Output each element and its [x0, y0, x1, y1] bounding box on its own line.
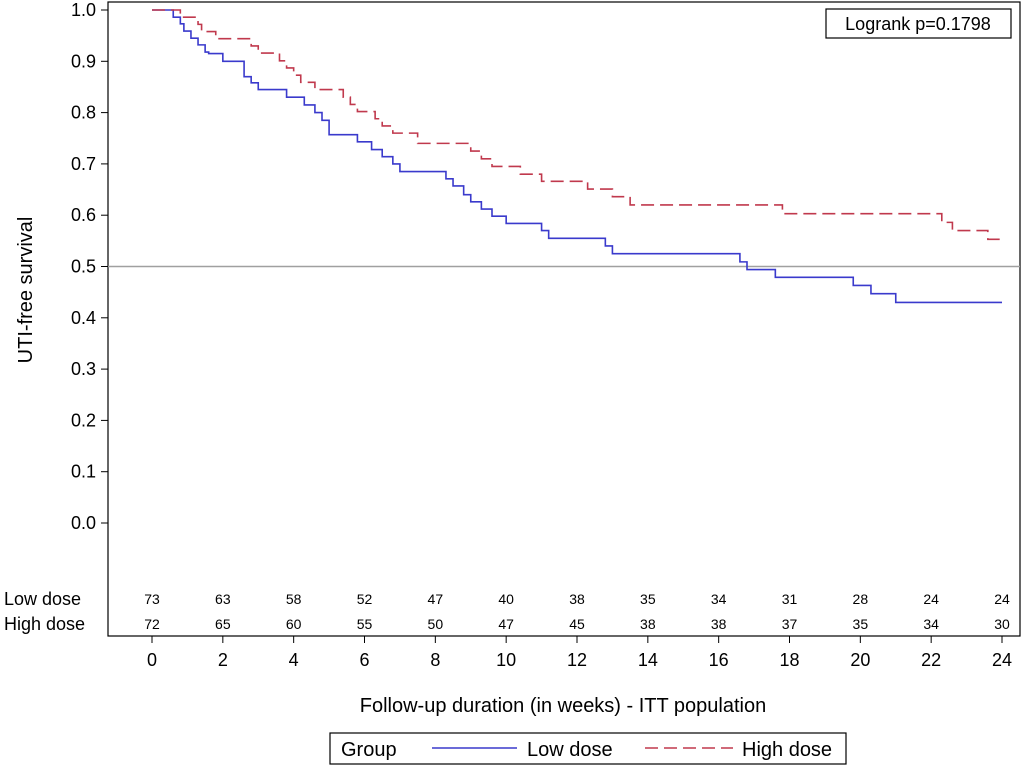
y-tick-label: 0.1 [71, 462, 96, 482]
legend-title: Group [341, 739, 397, 761]
x-tick-label: 6 [359, 650, 369, 670]
legend-label-high-dose: High dose [742, 739, 832, 761]
risk-cell: 47 [498, 616, 514, 632]
y-tick-label: 1.0 [71, 0, 96, 20]
y-tick-label: 0.4 [71, 308, 96, 328]
x-axis-ticks: 0 2 4 6 8 10 12 14 16 18 20 22 24 [147, 636, 1012, 670]
risk-row-label: High dose [4, 614, 85, 634]
y-tick-label: 0.0 [71, 513, 96, 533]
x-tick-label: 24 [992, 650, 1012, 670]
legend: Group Low dose High dose [329, 732, 847, 765]
risk-cell: 24 [994, 591, 1010, 607]
y-tick-label: 0.9 [71, 51, 96, 71]
risk-cell: 38 [711, 616, 727, 632]
risk-cell: 30 [994, 616, 1010, 632]
y-axis-title: UTI-free survival [15, 217, 37, 364]
risk-cell: 72 [144, 616, 160, 632]
risk-cell: 35 [640, 591, 656, 607]
risk-table: Low dose 73 63 58 52 47 40 38 35 34 31 28 24 24 High d… [4, 589, 1010, 634]
survival-curve-high-dose [152, 9, 1002, 241]
x-tick-label: 12 [567, 650, 587, 670]
risk-cell: 55 [357, 616, 373, 632]
risk-cell: 73 [144, 591, 160, 607]
survival-curve-low-dose [152, 9, 1002, 304]
y-tick-label: 0.5 [71, 257, 96, 277]
y-tick-label: 0.8 [71, 103, 96, 123]
risk-cell: 24 [923, 591, 939, 607]
risk-cell: 34 [923, 616, 939, 632]
x-tick-label: 18 [779, 650, 799, 670]
logrank-annotation: Logrank p=0.1798 [825, 8, 1012, 39]
risk-cell: 45 [569, 616, 585, 632]
x-tick-label: 20 [850, 650, 870, 670]
risk-cell: 34 [711, 591, 727, 607]
risk-cell: 28 [853, 591, 869, 607]
risk-cell: 52 [357, 591, 373, 607]
risk-cell: 58 [286, 591, 302, 607]
risk-cell: 40 [498, 591, 514, 607]
y-tick-label: 0.3 [71, 359, 96, 379]
risk-row-label: Low dose [4, 589, 81, 609]
risk-cell: 38 [569, 591, 585, 607]
risk-cell: 38 [640, 616, 656, 632]
y-tick-label: 0.2 [71, 410, 96, 430]
risk-cell: 47 [428, 591, 444, 607]
plot-frame [107, 1, 1021, 637]
legend-label-low-dose: Low dose [527, 739, 613, 761]
y-axis-ticks: 0.0 0.1 0.2 0.3 0.4 0.5 0.6 0.7 0.8 0.9 1.0 [71, 0, 108, 533]
x-tick-label: 2 [218, 650, 228, 670]
x-axis-title: Follow-up duration (in weeks) - ITT popu… [360, 695, 766, 717]
y-tick-label: 0.7 [71, 154, 96, 174]
risk-cell: 60 [286, 616, 302, 632]
x-tick-label: 10 [496, 650, 516, 670]
logrank-text: Logrank p=0.1798 [845, 14, 991, 34]
x-tick-label: 0 [147, 650, 157, 670]
series-layer [152, 9, 1002, 304]
y-tick-label: 0.6 [71, 205, 96, 225]
x-tick-label: 4 [289, 650, 299, 670]
risk-cell: 37 [782, 616, 798, 632]
risk-cell: 35 [853, 616, 869, 632]
legend-frame [329, 732, 847, 765]
x-tick-label: 14 [638, 650, 658, 670]
risk-cell: 50 [428, 616, 444, 632]
risk-cell: 65 [215, 616, 231, 632]
x-tick-label: 22 [921, 650, 941, 670]
risk-cell: 31 [782, 591, 798, 607]
x-tick-label: 16 [709, 650, 729, 670]
x-tick-label: 8 [430, 650, 440, 670]
risk-cell: 63 [215, 591, 231, 607]
